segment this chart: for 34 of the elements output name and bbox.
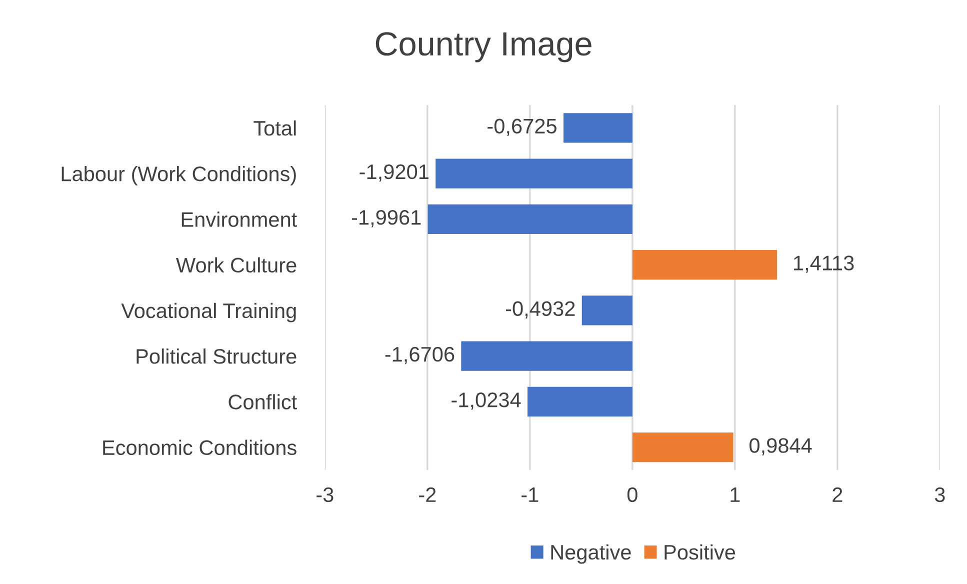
data-label: -1,9961 — [352, 210, 421, 228]
y-tick-label: Environment — [182, 212, 297, 227]
bar — [582, 296, 632, 326]
x-tick-label: -3 — [316, 487, 334, 502]
y-tick-label: Labour (Work Conditions) — [62, 166, 296, 186]
x-tick-label: 3 — [934, 487, 945, 502]
bar — [461, 341, 632, 371]
legend-label: Negative — [551, 544, 631, 564]
x-tick-label: -1 — [522, 488, 538, 502]
y-tick-label: Political Structure — [136, 348, 296, 364]
y-tick-label: Vocational Training — [121, 302, 296, 322]
x-tick-label: 0 — [627, 487, 638, 502]
data-label: -1,0234 — [452, 392, 521, 410]
x-tick-label: 1 — [730, 488, 740, 502]
data-label: 1,4113 — [794, 256, 854, 273]
data-label: -0,6725 — [488, 118, 556, 136]
bar — [436, 158, 632, 188]
y-tick-label: Total — [254, 120, 296, 136]
legend-label: Positive — [664, 544, 736, 560]
data-label: -1,6706 — [385, 346, 454, 364]
x-tick-label: -2 — [419, 487, 436, 502]
y-tick-label: Economic Conditions — [103, 440, 296, 456]
x-tick-label: 2 — [832, 487, 842, 502]
data-label: 0,9844 — [750, 438, 812, 456]
chart-title: Country Image — [376, 32, 592, 62]
data-label: -1,9201 — [360, 164, 428, 182]
bar — [563, 113, 632, 143]
y-tick-label: Work Culture — [176, 257, 296, 273]
bar — [428, 204, 632, 234]
data-label: -0,4932 — [506, 301, 575, 318]
bar — [528, 386, 632, 417]
y-tick-label: Conflict — [228, 394, 297, 410]
bar — [632, 432, 734, 462]
bar — [632, 250, 778, 280]
